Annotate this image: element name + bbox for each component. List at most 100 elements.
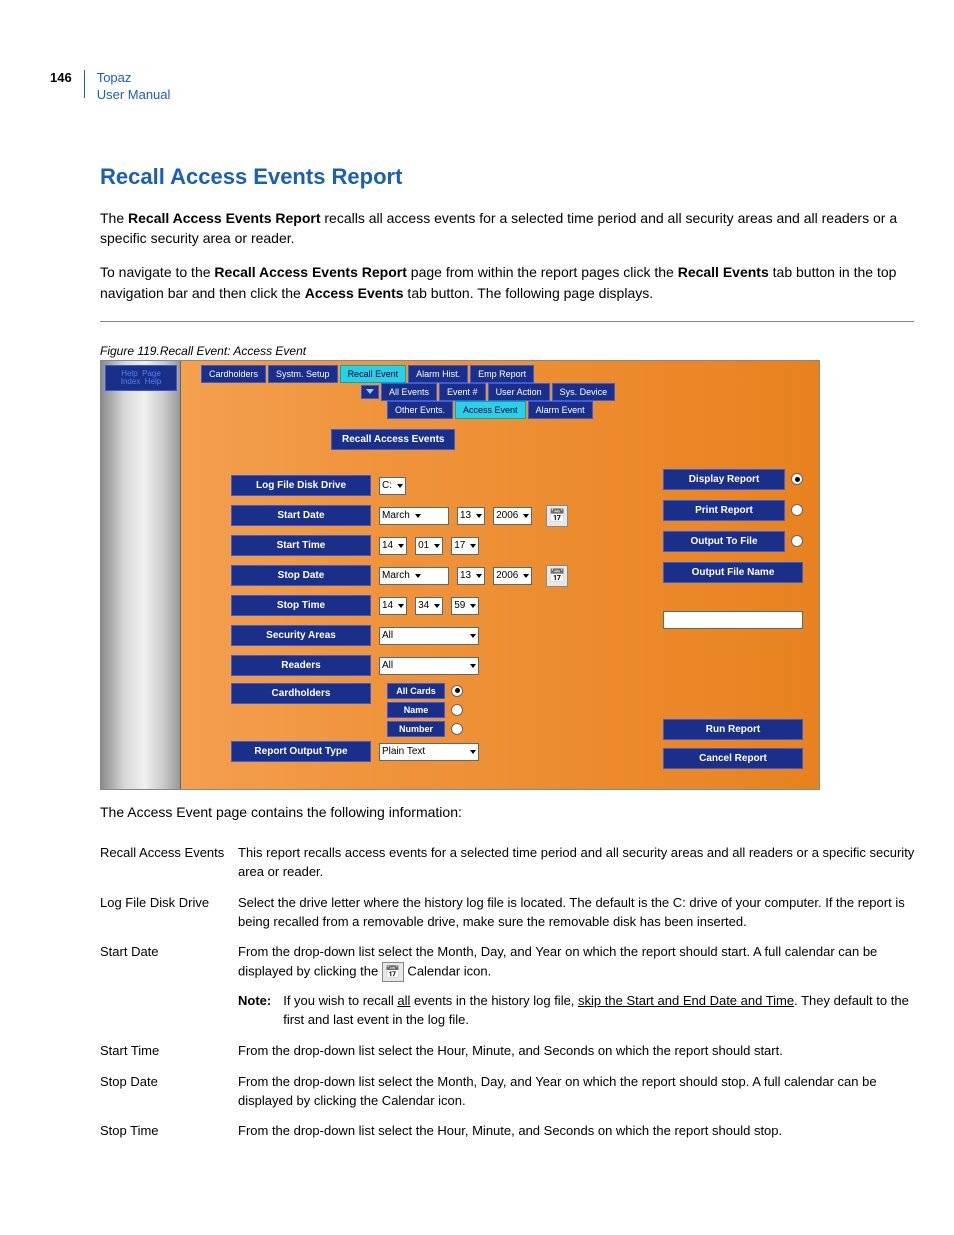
select-readers[interactable]: All — [379, 657, 479, 675]
cancel-report-button[interactable]: Cancel Report — [663, 748, 803, 769]
label-start-time: Start Time — [231, 535, 371, 556]
label-cardholders: Cardholders — [231, 683, 371, 704]
select-stop-min[interactable]: 34 — [415, 597, 443, 615]
tab-all-events[interactable]: All Events — [381, 383, 437, 401]
select-start-hour[interactable]: 14 — [379, 537, 407, 555]
form-title: Recall Access Events — [331, 429, 455, 450]
def-stop-date: From the drop-down list select the Month… — [238, 1067, 940, 1117]
top-tabs: Cardholders Systm. Setup Recall Event Al… — [201, 365, 534, 383]
tab-alarm-event[interactable]: Alarm Event — [528, 401, 593, 419]
label-start-date: Start Date — [231, 505, 371, 526]
definitions-table: Recall Access EventsThis report recalls … — [100, 838, 940, 1147]
output-file-name-field — [663, 611, 803, 630]
right-column: Display Report Print Report Output To Fi… — [663, 469, 803, 583]
bottom-buttons: Run Report Cancel Report — [663, 719, 803, 769]
select-start-day[interactable]: 13 — [457, 507, 485, 525]
select-output-type[interactable]: Plain Text — [379, 743, 479, 761]
output-file-name-input[interactable] — [663, 611, 803, 629]
select-start-month[interactable]: March — [379, 507, 449, 525]
label-log-drive: Log File Disk Drive — [231, 475, 371, 496]
doc-subtitle: User Manual — [97, 87, 171, 104]
radio-print[interactable] — [791, 504, 803, 516]
note-text: If you wish to recall all events in the … — [283, 992, 930, 1030]
term-recall-access: Recall Access Events — [100, 838, 238, 888]
tab-user-action[interactable]: User Action — [488, 383, 550, 401]
def-start-time: From the drop-down list select the Hour,… — [238, 1036, 940, 1067]
select-start-year[interactable]: 2006 — [493, 507, 532, 525]
tab-access-event[interactable]: Access Event — [455, 401, 526, 419]
select-start-sec[interactable]: 17 — [451, 537, 479, 555]
page-header: 146 Topaz User Manual — [50, 70, 914, 104]
label-readers: Readers — [231, 655, 371, 676]
page-title: Recall Access Events Report — [100, 164, 914, 190]
page-number: 146 — [50, 70, 72, 85]
table-row: Recall Access EventsThis report recalls … — [100, 838, 940, 888]
select-stop-year[interactable]: 2006 — [493, 567, 532, 585]
output-file-name-label: Output File Name — [663, 562, 803, 583]
radio-display[interactable] — [791, 473, 803, 485]
output-to-file-button[interactable]: Output To File — [663, 531, 785, 552]
run-report-button[interactable]: Run Report — [663, 719, 803, 740]
select-security-areas[interactable]: All — [379, 627, 479, 645]
table-row: Log File Disk DriveSelect the drive lett… — [100, 888, 940, 938]
tab-systm-setup[interactable]: Systm. Setup — [268, 365, 338, 383]
radio-all-cards[interactable] — [451, 685, 463, 697]
select-stop-day[interactable]: 13 — [457, 567, 485, 585]
help-box[interactable]: Help Page Index Help — [105, 365, 177, 391]
metal-sidebar — [101, 361, 181, 789]
tab-sys-device[interactable]: Sys. Device — [552, 383, 616, 401]
tab-cardholders[interactable]: Cardholders — [201, 365, 266, 383]
below-screenshot-intro: The Access Event page contains the follo… — [100, 804, 914, 820]
subtab-indicator-icon — [361, 385, 379, 399]
def-log-drive: Select the drive letter where the histor… — [238, 888, 940, 938]
opt-name: Name — [387, 702, 445, 718]
figure-caption: Figure 119.Recall Event: Access Event — [100, 344, 914, 358]
term-stop-time: Stop Time — [100, 1116, 238, 1147]
select-stop-sec[interactable]: 59 — [451, 597, 479, 615]
tab-emp-report[interactable]: Emp Report — [470, 365, 534, 383]
select-stop-month[interactable]: March — [379, 567, 449, 585]
def-recall-access: This report recalls access events for a … — [238, 838, 940, 888]
table-row: Stop TimeFrom the drop-down list select … — [100, 1116, 940, 1147]
print-report-button[interactable]: Print Report — [663, 500, 785, 521]
sub-tabs-2: Other Evnts. Access Event Alarm Event — [387, 401, 593, 419]
def-start-date: From the drop-down list select the Month… — [238, 937, 940, 1036]
label-security-areas: Security Areas — [231, 625, 371, 646]
calendar-icon — [382, 962, 404, 982]
intro-paragraph-2: To navigate to the Recall Access Events … — [100, 262, 914, 303]
opt-all-cards: All Cards — [387, 683, 445, 699]
tab-recall-event[interactable]: Recall Event — [340, 365, 407, 383]
radio-name[interactable] — [451, 704, 463, 716]
radio-number[interactable] — [451, 723, 463, 735]
cardholder-options: All Cards Name Number — [387, 683, 463, 737]
tab-event-num[interactable]: Event # — [439, 383, 486, 401]
label-output-type: Report Output Type — [231, 741, 371, 762]
calendar-icon[interactable] — [546, 505, 568, 527]
calendar-icon[interactable] — [546, 565, 568, 587]
label-stop-time: Stop Time — [231, 595, 371, 616]
term-start-date: Start Date — [100, 937, 238, 1036]
label-stop-date: Stop Date — [231, 565, 371, 586]
screenshot: Help Page Index Help Cardholders Systm. … — [100, 360, 820, 790]
table-row: Stop DateFrom the drop-down list select … — [100, 1067, 940, 1117]
tab-alarm-hist[interactable]: Alarm Hist. — [408, 365, 468, 383]
note-label: Note: — [238, 992, 271, 1030]
tab-other-evnts[interactable]: Other Evnts. — [387, 401, 453, 419]
term-log-drive: Log File Disk Drive — [100, 888, 238, 938]
note-row: Note: If you wish to recall all events i… — [238, 992, 930, 1030]
term-stop-date: Stop Date — [100, 1067, 238, 1117]
header-divider — [84, 70, 85, 98]
select-start-min[interactable]: 01 — [415, 537, 443, 555]
radio-output[interactable] — [791, 535, 803, 547]
display-report-button[interactable]: Display Report — [663, 469, 785, 490]
select-stop-hour[interactable]: 14 — [379, 597, 407, 615]
select-drive[interactable]: C: — [379, 477, 406, 495]
term-start-time: Start Time — [100, 1036, 238, 1067]
sub-tabs-1: All Events Event # User Action Sys. Devi… — [361, 383, 615, 401]
def-stop-time: From the drop-down list select the Hour,… — [238, 1116, 940, 1147]
header-titles: Topaz User Manual — [97, 70, 171, 104]
opt-number: Number — [387, 721, 445, 737]
table-row: Start TimeFrom the drop-down list select… — [100, 1036, 940, 1067]
product-name: Topaz — [97, 70, 171, 87]
table-row: Start Date From the drop-down list selec… — [100, 937, 940, 1036]
